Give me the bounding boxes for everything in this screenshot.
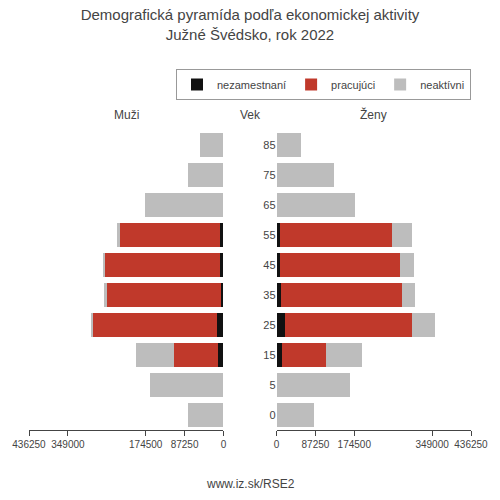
svg-text:nezamestnaní: nezamestnaní: [217, 79, 286, 91]
svg-text:87250: 87250: [302, 439, 330, 450]
svg-text:15: 15: [263, 349, 275, 361]
svg-text:25: 25: [263, 319, 275, 331]
svg-text:0: 0: [274, 439, 280, 450]
svg-text:Muži: Muži: [114, 108, 139, 122]
svg-text:87250: 87250: [171, 439, 199, 450]
svg-text:65: 65: [263, 199, 275, 211]
svg-text:45: 45: [263, 259, 275, 271]
svg-text:0: 0: [269, 409, 275, 421]
svg-text:349000: 349000: [415, 439, 449, 450]
svg-text:35: 35: [263, 289, 275, 301]
svg-text:neaktívni: neaktívni: [420, 79, 464, 91]
svg-text:436250: 436250: [12, 439, 46, 450]
svg-text:5: 5: [269, 379, 275, 391]
svg-text:pracujúci: pracujúci: [331, 79, 375, 91]
svg-text:0: 0: [221, 439, 227, 450]
svg-text:Demografická pyramída podľa ek: Demografická pyramída podľa ekonomickej …: [81, 6, 420, 43]
svg-text:174500: 174500: [129, 439, 163, 450]
svg-text:174500: 174500: [338, 439, 372, 450]
svg-text:436250: 436250: [454, 439, 488, 450]
svg-text:349000: 349000: [51, 439, 85, 450]
svg-text:55: 55: [263, 229, 275, 241]
svg-text:Ženy: Ženy: [360, 107, 387, 122]
svg-text:Vek: Vek: [240, 108, 261, 122]
svg-text:85: 85: [263, 139, 275, 151]
svg-text:www.iz.sk/RSE2: www.iz.sk/RSE2: [206, 477, 295, 491]
svg-text:75: 75: [263, 169, 275, 181]
